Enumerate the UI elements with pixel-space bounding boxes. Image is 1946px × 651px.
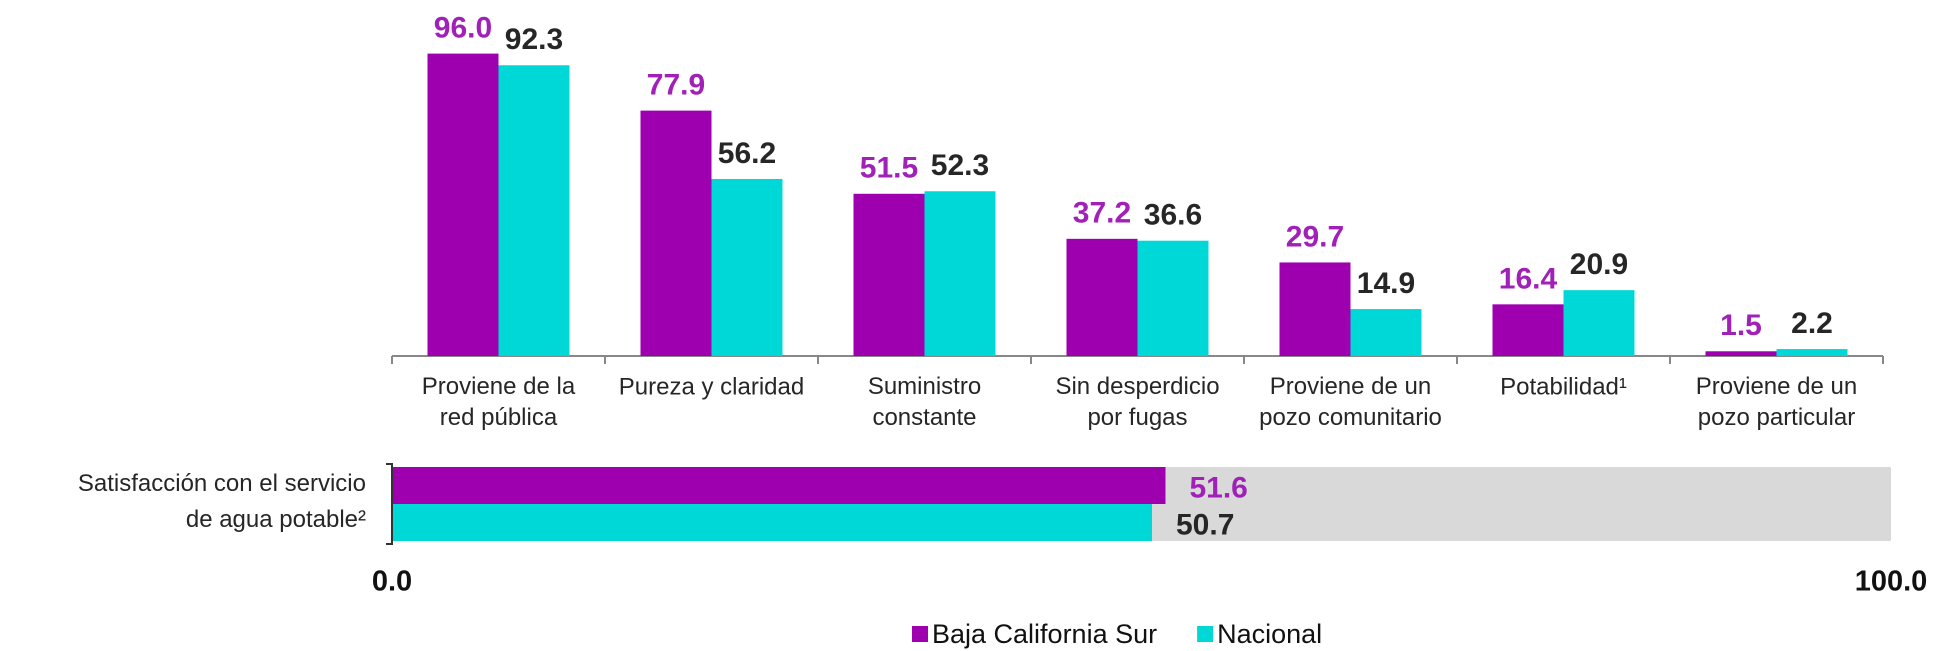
y-axis [386, 463, 393, 545]
data-label: 77.9 [647, 69, 705, 102]
legend-swatch [912, 626, 928, 642]
x-tick-label: Sin desperdicio por fugas [1055, 373, 1219, 431]
data-label: 29.7 [1286, 220, 1344, 253]
data-label: 14.9 [1357, 267, 1415, 300]
legend-label: Nacional [1217, 619, 1322, 649]
bar [711, 178, 783, 356]
data-label: 52.3 [931, 149, 989, 182]
data-label: 16.4 [1499, 262, 1558, 295]
bar [853, 193, 925, 356]
x-tick-label: 0.0 [372, 566, 412, 598]
data-label: 2.2 [1791, 307, 1833, 340]
bar [427, 53, 499, 356]
x-tick-label: Pureza y claridad [619, 373, 804, 400]
data-label: 20.9 [1570, 248, 1628, 281]
bar [1137, 240, 1209, 356]
data-label: 36.6 [1144, 199, 1202, 232]
bar [498, 65, 570, 356]
bar [1705, 351, 1777, 356]
bar [392, 504, 1152, 541]
x-tick-label: 100.0 [1855, 566, 1928, 598]
bar [1563, 290, 1635, 356]
x-tick-label: Proviene de un pozo particular [1696, 373, 1857, 431]
bar [1279, 262, 1351, 356]
bar [924, 191, 996, 356]
data-label: 51.6 [1189, 471, 1247, 504]
legend-label: Baja California Sur [932, 619, 1157, 649]
y-tick-label: Satisfacción con el servicio de agua pota… [78, 470, 366, 533]
bar [1492, 304, 1564, 356]
data-label: 37.2 [1073, 197, 1131, 230]
x-tick-label: Proviene de un pozo comunitario [1259, 373, 1442, 431]
bar [1776, 349, 1848, 356]
bar [640, 110, 712, 357]
data-label: 92.3 [505, 23, 563, 56]
data-label: 51.5 [860, 152, 918, 185]
legend-swatch [1197, 626, 1214, 642]
bar [392, 467, 1166, 504]
data-label: 1.5 [1720, 309, 1762, 342]
x-tick-label: Proviene de la red pública [422, 373, 576, 431]
data-label: 96.0 [434, 12, 492, 45]
bar [1066, 238, 1138, 356]
data-label: 50.7 [1176, 508, 1234, 541]
data-label: 56.2 [718, 137, 776, 170]
x-tick-label: Potabilidad¹ [1500, 373, 1627, 400]
bar [1350, 309, 1422, 356]
x-tick-label: Suministro constante [868, 373, 981, 431]
